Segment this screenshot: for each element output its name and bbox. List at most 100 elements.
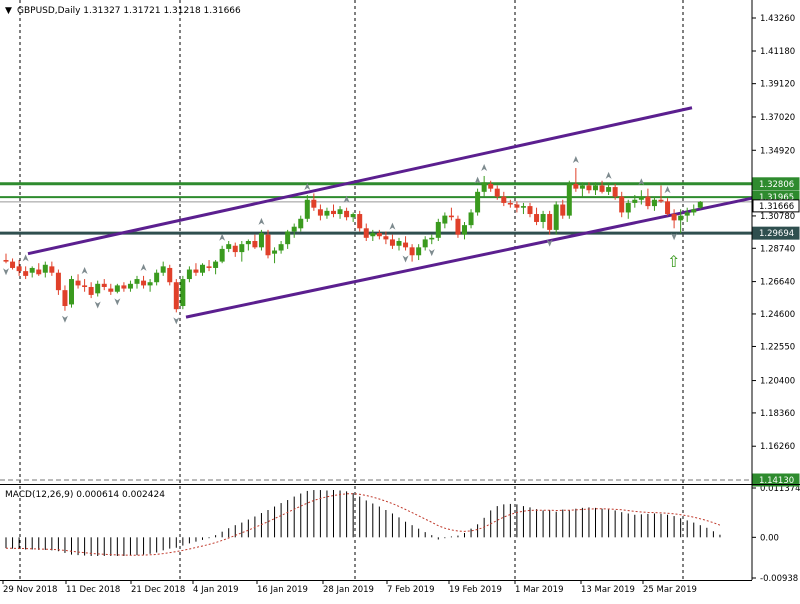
- price-label-text: 1.29694: [759, 229, 794, 239]
- bear-candle: [252, 240, 258, 248]
- time-tick-label: 21 Dec 2018: [131, 585, 185, 595]
- bear-candle: [344, 210, 350, 218]
- bull-candle: [114, 285, 120, 292]
- bull-candle: [285, 231, 291, 245]
- price-tick-label: 1.18360: [760, 409, 795, 419]
- bull-candle: [134, 279, 140, 284]
- bull-candle: [200, 264, 205, 273]
- bear-candle: [619, 196, 625, 213]
- bull-candle: [337, 209, 343, 215]
- bear-candle: [409, 247, 415, 256]
- price-tick-label: 1.16260: [760, 442, 795, 452]
- bear-candle: [376, 233, 382, 237]
- bull-candle: [350, 214, 356, 218]
- bull-candle: [180, 279, 186, 307]
- bear-candle: [331, 210, 336, 215]
- up-arrow-icon: ⇧: [667, 252, 680, 271]
- bear-candle: [23, 271, 29, 276]
- time-tick-label: 11 Dec 2018: [66, 585, 120, 595]
- bear-candle: [514, 204, 520, 208]
- price-tick-label: 1.39120: [760, 80, 795, 90]
- price-tick-label: 1.43260: [760, 14, 795, 24]
- bull-candle: [593, 185, 598, 191]
- bear-candle: [586, 185, 592, 191]
- bear-candle: [507, 202, 513, 205]
- bear-candle: [121, 285, 127, 289]
- fractal-down-marker: [114, 298, 121, 306]
- fractal-up-marker: [22, 254, 29, 262]
- bull-candle: [396, 240, 402, 246]
- bull-candle: [219, 248, 225, 262]
- bull-candle: [632, 199, 638, 203]
- bear-candle: [317, 209, 323, 216]
- bear-candle: [193, 269, 199, 273]
- fractal-up-marker: [219, 233, 226, 241]
- bear-candle: [167, 267, 173, 283]
- bull-candle: [462, 225, 467, 235]
- macd-histogram: 0.011374 0.00 -0.00938: [5, 484, 800, 584]
- fractal-up-marker: [605, 171, 612, 179]
- price-tick-label: 1.20400: [760, 377, 795, 387]
- fractal-up-marker: [638, 178, 645, 186]
- bull-candle: [278, 244, 284, 251]
- fractal-down-marker: [3, 268, 9, 276]
- fractal-down-marker: [61, 315, 68, 323]
- bull-candle: [245, 240, 251, 245]
- bear-candle: [560, 204, 566, 216]
- fractal-down-marker: [546, 239, 553, 247]
- bear-candle: [547, 214, 553, 230]
- bull-candle: [625, 202, 631, 213]
- bear-candle: [488, 183, 494, 189]
- time-tick-label: 13 Mar 2019: [581, 585, 635, 595]
- bear-candle: [671, 214, 677, 221]
- bull-candle: [684, 212, 690, 216]
- bull-candle: [298, 218, 304, 229]
- bear-candle: [75, 280, 81, 286]
- time-tick-label: 1 Mar 2019: [515, 585, 563, 595]
- bull-candle: [520, 206, 526, 208]
- fractal-up-marker: [481, 163, 488, 171]
- bull-candle: [651, 199, 657, 207]
- bull-candle: [553, 204, 559, 230]
- fractal-down-marker: [671, 233, 678, 241]
- bull-candle: [422, 239, 428, 248]
- bear-candle: [527, 206, 533, 215]
- price-label-text: 1.31666: [759, 202, 794, 212]
- bear-candle: [265, 234, 271, 256]
- macd-tick-label: 0.011374: [760, 484, 800, 494]
- bull-candle: [42, 264, 48, 273]
- bear-candle: [612, 187, 618, 197]
- bear-candle: [101, 283, 107, 287]
- bear-candle: [658, 199, 664, 202]
- candles: [3, 168, 703, 313]
- fractal-down-marker: [402, 255, 409, 263]
- bull-candle: [95, 283, 101, 294]
- bear-candle: [141, 280, 147, 286]
- bear-candle: [501, 196, 507, 203]
- grid-lines: [19, 0, 684, 580]
- price-tick-label: 1.24600: [760, 310, 795, 320]
- bull-candle: [566, 183, 572, 216]
- bear-candle: [49, 266, 55, 273]
- macd-tick-label: -0.00938: [760, 574, 798, 584]
- collapse-triangle-icon[interactable]: ▼: [5, 6, 12, 16]
- bear-candle: [389, 239, 395, 246]
- bear-candle: [82, 285, 88, 287]
- fractal-down-marker: [428, 249, 435, 257]
- bear-candle: [62, 290, 68, 307]
- bear-candle: [55, 272, 61, 291]
- fractal-down-marker: [94, 301, 101, 309]
- bear-candle: [311, 199, 317, 208]
- bull-candle: [304, 199, 310, 219]
- bull-candle: [29, 267, 35, 273]
- bull-candle: [239, 244, 245, 253]
- bull-candle: [160, 266, 166, 273]
- bull-candle: [442, 215, 448, 224]
- bear-candle: [383, 236, 389, 240]
- bull-candle: [579, 185, 585, 189]
- price-label-box: [752, 199, 800, 213]
- symbol-info: GBPUSD,Daily 1.31327 1.31721 1.31218 1.3…: [17, 6, 241, 16]
